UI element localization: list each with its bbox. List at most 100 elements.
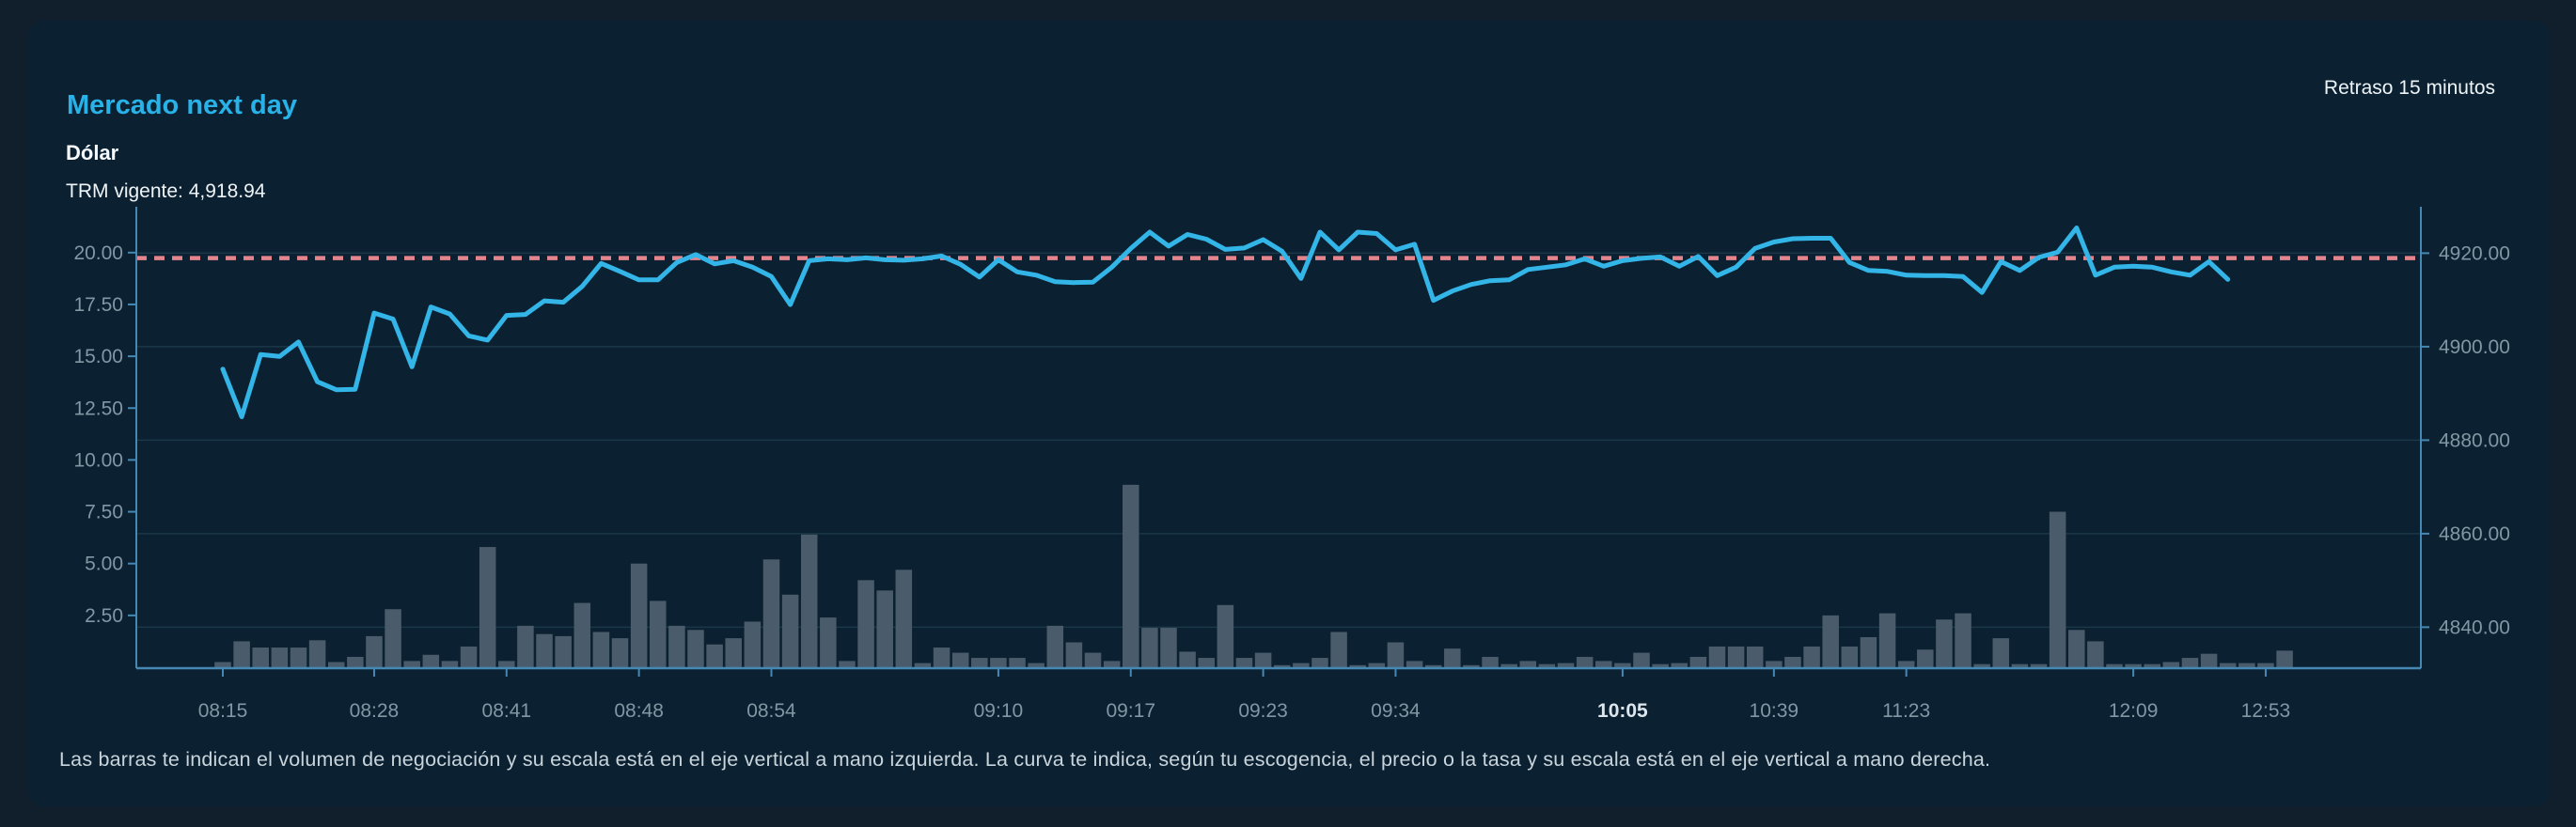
volume-bar [2144, 663, 2160, 667]
volume-bar [820, 617, 837, 667]
volume-bar [366, 635, 383, 667]
x-axis-label: 12:53 [2241, 700, 2291, 722]
volume-bar [2049, 511, 2066, 667]
x-axis-label: 12:09 [2109, 700, 2159, 722]
volume-bar [1633, 652, 1650, 667]
market-panel [28, 21, 2550, 806]
y-axis-right-label: 4860.00 [2439, 523, 2510, 545]
volume-bar [1841, 646, 1859, 667]
volume-bar [1160, 628, 1177, 667]
volume-bar [1444, 648, 1461, 667]
volume-bar [1482, 656, 1499, 667]
volume-bar [1576, 656, 1594, 667]
volume-bar [971, 658, 988, 667]
volume-bar [951, 652, 969, 667]
x-axis-label: 09:34 [1371, 700, 1421, 722]
volume-bar [1973, 663, 1990, 667]
volume-bar [1424, 664, 1442, 667]
volume-bar [233, 641, 250, 667]
volume-bar [1065, 642, 1083, 667]
volume-bar [2238, 663, 2255, 667]
volume-bar [687, 630, 704, 667]
volume-bar [2181, 658, 2199, 667]
volume-bar [1273, 664, 1291, 667]
volume-bar [650, 601, 667, 667]
volume-bar [1141, 628, 1158, 667]
volume-bar [857, 580, 874, 667]
volume-bar [327, 662, 345, 667]
volume-bar [2106, 663, 2123, 667]
y-axis-left-label: 12.50 [73, 398, 123, 419]
volume-bar [668, 625, 685, 667]
volume-bar [1803, 646, 1820, 667]
volume-bar [1046, 625, 1064, 667]
volume-bar [839, 661, 856, 667]
trm-value-label: TRM vigente: 4,918.94 [66, 180, 266, 202]
page-title: Mercado next day [67, 90, 297, 120]
volume-bar [403, 661, 420, 667]
volume-bar [706, 644, 723, 667]
volume-bar [1312, 658, 1328, 667]
x-axis-label: 11:23 [1882, 700, 1930, 722]
volume-bar [1784, 656, 1801, 667]
volume-bar [1349, 664, 1366, 667]
volume-bar [1463, 664, 1480, 667]
volume-bar [933, 648, 950, 667]
y-axis-left-label: 15.00 [73, 346, 123, 367]
volume-bar [592, 632, 610, 667]
volume-bar [1519, 661, 1537, 667]
volume-bar [2011, 663, 2029, 667]
volume-bar [1878, 613, 1896, 667]
volume-bar [1936, 619, 1953, 667]
y-axis-right-label: 4920.00 [2439, 242, 2510, 264]
volume-bar [990, 658, 1007, 667]
volume-bar [1671, 663, 1688, 667]
volume-bar [517, 625, 534, 667]
y-axis-right-label: 4900.00 [2439, 336, 2510, 358]
volume-bar [1293, 663, 1310, 667]
volume-bar [2125, 663, 2142, 667]
x-axis-label: 09:10 [974, 700, 1024, 722]
volume-bar [1917, 649, 1934, 667]
volume-bar [1727, 646, 1745, 667]
volume-bar [555, 635, 572, 667]
price-line [220, 226, 2231, 419]
volume-bar [1500, 663, 1517, 667]
x-axis-label: 08:28 [350, 700, 400, 722]
volume-bar [252, 648, 269, 667]
x-axis-label: 09:17 [1106, 700, 1155, 722]
volume-bar [1123, 484, 1139, 667]
volume-bar [1557, 663, 1575, 667]
volume-bar [1009, 658, 1026, 667]
volume-bar [725, 638, 742, 667]
x-axis-label: 10:05 [1597, 700, 1648, 722]
volume-bar [347, 656, 364, 667]
chart-help-note: Las barras te indican el volumen de nego… [59, 748, 1991, 771]
volume-bar [479, 547, 496, 667]
volume-bar [1406, 661, 1423, 667]
y-axis-left-label: 20.00 [73, 242, 123, 264]
delay-notice: Retraso 15 minutos [2323, 77, 2495, 99]
volume-bar [1254, 652, 1272, 667]
volume-bar [1198, 658, 1215, 667]
volume-bar [800, 534, 818, 667]
volume-bar [1992, 638, 2010, 667]
volume-bar [271, 648, 289, 667]
y-axis-right-label: 4840.00 [2439, 616, 2510, 638]
instrument-label: Dólar [66, 141, 119, 164]
volume-bar [2276, 650, 2293, 667]
y-axis-left-label: 17.50 [73, 294, 123, 316]
volume-bar [1614, 663, 1631, 667]
volume-bar [290, 648, 307, 667]
x-axis-label: 09:23 [1238, 700, 1288, 722]
x-axis-label: 08:41 [482, 700, 532, 722]
volume-bar [2162, 662, 2180, 667]
volume-bar [385, 609, 401, 667]
volume-bar [536, 633, 553, 667]
y-axis-right-label: 4880.00 [2439, 429, 2510, 451]
volume-bar [1330, 632, 1347, 667]
volume-bar [214, 662, 231, 667]
volume-bar [2068, 630, 2085, 667]
x-axis-label: 08:54 [746, 700, 796, 722]
